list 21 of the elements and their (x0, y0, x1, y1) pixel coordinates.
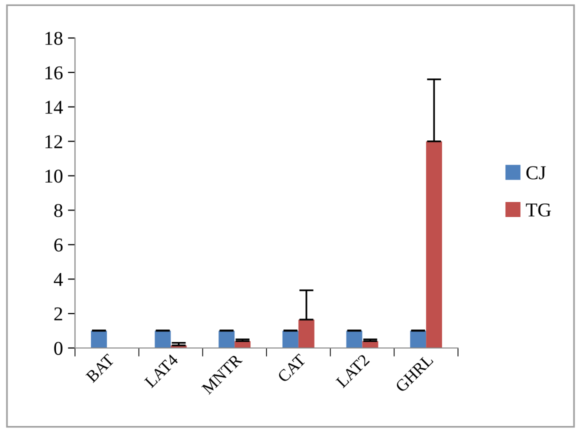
x-tick-label: CAT (277, 353, 307, 383)
y-tick-label: 4 (54, 273, 63, 286)
y-tick-label: 0 (54, 342, 62, 355)
y-tick-label: 12 (45, 135, 62, 148)
bar (282, 330, 298, 348)
bar (154, 330, 171, 348)
bar (346, 330, 362, 348)
y-tick-label: 2 (54, 307, 62, 320)
bar (90, 330, 107, 348)
bar (410, 330, 426, 348)
y-tick-label: 8 (54, 204, 62, 218)
y-tick-label: 6 (54, 238, 63, 252)
legend-label: TG (526, 203, 551, 217)
bar (218, 330, 235, 348)
legend-label: CJ (526, 166, 546, 180)
y-tick-label: 10 (45, 170, 62, 183)
bar (298, 320, 314, 348)
bar (426, 141, 442, 348)
y-tick-label: 14 (45, 100, 63, 114)
y-tick-label: 18 (45, 32, 62, 45)
y-tick-label: 16 (45, 66, 63, 80)
